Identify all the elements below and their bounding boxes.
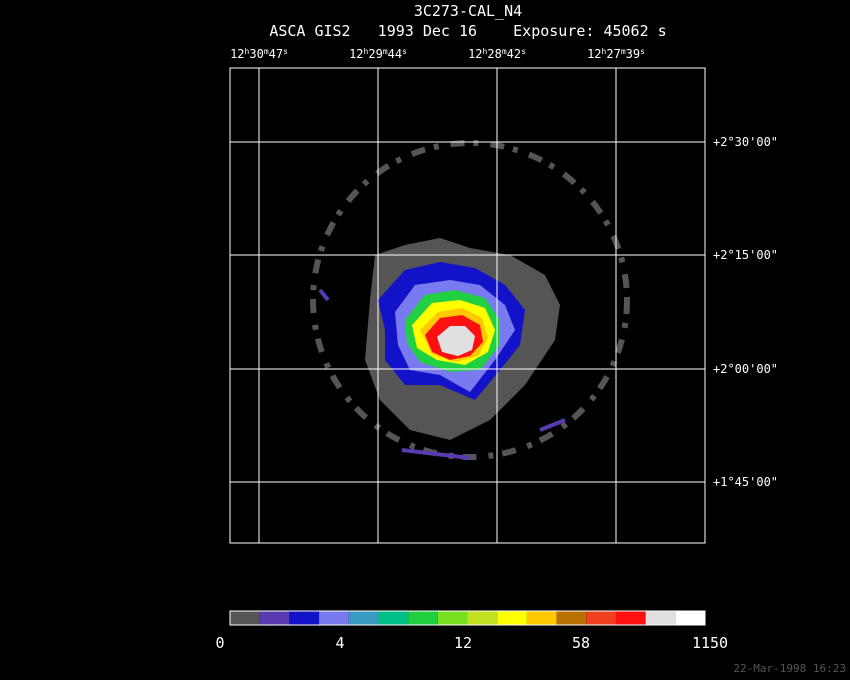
ra-value: 44 [388, 47, 402, 61]
ra-value: 42 [507, 47, 521, 61]
ra-unit: m [264, 47, 269, 56]
grid [230, 68, 705, 543]
ra-value: 47 [269, 47, 283, 61]
dec-label: +2°15'00" [713, 248, 778, 262]
colorbar-cell [556, 611, 587, 625]
ra-unit: h [483, 47, 488, 56]
image [229, 67, 706, 544]
ra-label: 12h29m44s [349, 47, 407, 61]
ra-value: 39 [626, 47, 640, 61]
ra-unit: s [521, 47, 526, 56]
colorbar-cell [467, 611, 498, 625]
ra-label: 12h28m42s [468, 47, 526, 61]
colorbar-cell [259, 611, 290, 625]
ra-unit: m [502, 47, 507, 56]
colorbar-cell [289, 611, 320, 625]
axis-labels: 12h30m47s 12h29m44s 12h28m42s 12h27m39s+2°3… [230, 47, 778, 489]
ra-unit: h [245, 47, 250, 56]
ra-value: 12 [468, 47, 482, 61]
core [437, 326, 475, 356]
subtitle: ASCA GIS2 1993 Dec 16 Exposure: 45062 s [269, 22, 666, 40]
colorbar-cell [615, 611, 646, 625]
ra-label: 12h30m47s [230, 47, 288, 61]
colorbar-cell [586, 611, 616, 625]
ra-value: 12 [230, 47, 244, 61]
colorbar-cell [645, 611, 676, 625]
ra-unit: s [402, 47, 407, 56]
dec-label: +2°00'00" [713, 362, 778, 376]
ra-value: 28 [487, 47, 501, 61]
colorbar-label: 0 [215, 634, 224, 652]
ra-value: 12 [587, 47, 601, 61]
title: 3C273-CAL_N4 [414, 2, 522, 20]
ra-label: 12h27m39s [587, 47, 645, 61]
colorbar-label: 4 [335, 634, 344, 652]
colorbar-cell [230, 611, 260, 625]
colorbar-cell [526, 611, 557, 625]
ra-value: 29 [368, 47, 382, 61]
colorbar-cell [408, 611, 438, 625]
ra-unit: h [602, 47, 607, 56]
ra-unit: s [283, 47, 288, 56]
ra-value: 12 [349, 47, 363, 61]
ra-value: 30 [249, 47, 263, 61]
colorbar-cell [497, 611, 527, 625]
colorbar-cell [378, 611, 409, 625]
colorbar-label: 58 [572, 634, 590, 652]
dec-label: +2°30'00" [713, 135, 778, 149]
colorbar-label: 12 [454, 634, 472, 652]
ra-unit: m [621, 47, 626, 56]
dec-label: +1°45'00" [713, 475, 778, 489]
ra-unit: h [364, 47, 369, 56]
ra-unit: m [383, 47, 388, 56]
colorbar-cell [319, 611, 349, 625]
colorbar-frame [229, 610, 706, 626]
timestamp: 22-Mar-1998 16:23 [733, 662, 846, 675]
colorbar: 0 4 12 58 1150 [215, 610, 728, 652]
ra-unit: s [640, 47, 645, 56]
colorbar-cell [675, 611, 705, 625]
colorbar-label: 1150 [692, 634, 728, 652]
colorbar-cell [437, 611, 468, 625]
colorbar-cell [348, 611, 379, 625]
ra-value: 27 [606, 47, 620, 61]
rim-speckle [318, 288, 566, 460]
